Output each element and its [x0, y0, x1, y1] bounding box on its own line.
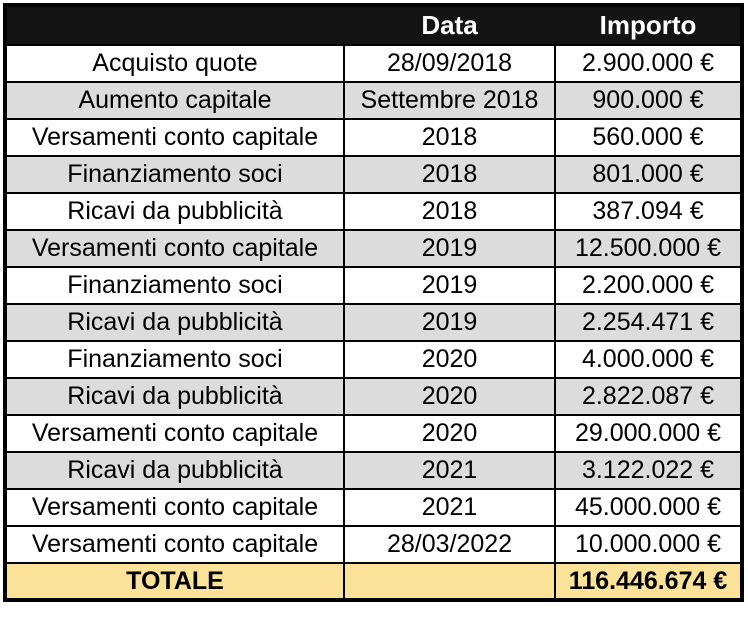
row-data-cell: 2020 — [343, 340, 556, 379]
table-row: Finanziamento soci 2019 2.200.000 € — [4, 266, 743, 305]
row-data-cell: 2018 — [343, 192, 556, 231]
row-data-cell: Settembre 2018 — [343, 81, 556, 120]
row-voce-cell: Versamenti conto capitale — [4, 414, 345, 453]
row-voce-cell: Versamenti conto capitale — [4, 525, 345, 564]
row-data-cell: 2020 — [343, 377, 556, 416]
row-data-cell: 2018 — [343, 118, 556, 157]
row-voce-cell: Ricavi da pubblicità — [4, 192, 345, 231]
row-importo-cell: 387.094 € — [554, 192, 743, 231]
table-row: Versamenti conto capitale 28/03/2022 10.… — [4, 525, 743, 564]
total-importo-cell: 116.446.674 € — [554, 562, 743, 601]
row-voce-cell: Ricavi da pubblicità — [4, 377, 345, 416]
row-importo-cell: 801.000 € — [554, 155, 743, 194]
table-row: Ricavi da pubblicità 2018 387.094 € — [4, 192, 743, 231]
row-data-cell: 2019 — [343, 303, 556, 342]
row-voce-cell: Acquisto quote — [4, 44, 345, 83]
row-data-cell: 2020 — [343, 414, 556, 453]
row-data-cell: 2021 — [343, 488, 556, 527]
header-row: Data Importo — [4, 4, 743, 46]
table-row: Acquisto quote 28/09/2018 2.900.000 € — [4, 44, 743, 83]
row-importo-cell: 4.000.000 € — [554, 340, 743, 379]
row-data-cell: 28/03/2022 — [343, 525, 556, 564]
row-voce-cell: Finanziamento soci — [4, 266, 345, 305]
row-voce-cell: Finanziamento soci — [4, 155, 345, 194]
row-voce-cell: Aumento capitale — [4, 81, 345, 120]
header-cell-voce — [4, 4, 345, 46]
table-row: Ricavi da pubblicità 2020 2.822.087 € — [4, 377, 743, 416]
row-data-cell: 28/09/2018 — [343, 44, 556, 83]
row-importo-cell: 45.000.000 € — [554, 488, 743, 527]
header-cell-data: Data — [343, 4, 556, 46]
row-importo-cell: 12.500.000 € — [554, 229, 743, 268]
row-importo-cell: 2.900.000 € — [554, 44, 743, 83]
table-row: Finanziamento soci 2020 4.000.000 € — [4, 340, 743, 379]
row-importo-cell: 2.822.087 € — [554, 377, 743, 416]
row-data-cell: 2019 — [343, 266, 556, 305]
table-row: Ricavi da pubblicità 2019 2.254.471 € — [4, 303, 743, 342]
row-data-cell: 2018 — [343, 155, 556, 194]
header-cell-importo: Importo — [554, 4, 743, 46]
row-importo-cell: 3.122.022 € — [554, 451, 743, 490]
row-voce-cell: Finanziamento soci — [4, 340, 345, 379]
table-row: Versamenti conto capitale 2021 45.000.00… — [4, 488, 743, 527]
row-importo-cell: 10.000.000 € — [554, 525, 743, 564]
row-importo-cell: 2.254.471 € — [554, 303, 743, 342]
table-row: Finanziamento soci 2018 801.000 € — [4, 155, 743, 194]
row-importo-cell: 2.200.000 € — [554, 266, 743, 305]
row-voce-cell: Versamenti conto capitale — [4, 118, 345, 157]
row-data-cell: 2019 — [343, 229, 556, 268]
row-importo-cell: 29.000.000 € — [554, 414, 743, 453]
row-data-cell: 2021 — [343, 451, 556, 490]
row-importo-cell: 560.000 € — [554, 118, 743, 157]
row-importo-cell: 900.000 € — [554, 81, 743, 120]
row-voce-cell: Ricavi da pubblicità — [4, 451, 345, 490]
financial-contributions-table: Data Importo Acquisto quote 28/09/2018 2… — [3, 3, 744, 602]
table-row: Versamenti conto capitale 2018 560.000 € — [4, 118, 743, 157]
total-row: TOTALE 116.446.674 € — [4, 562, 743, 601]
row-voce-cell: Ricavi da pubblicità — [4, 303, 345, 342]
table-row: Aumento capitale Settembre 2018 900.000 … — [4, 81, 743, 120]
table-row: Versamenti conto capitale 2020 29.000.00… — [4, 414, 743, 453]
table-row: Ricavi da pubblicità 2021 3.122.022 € — [4, 451, 743, 490]
row-voce-cell: Versamenti conto capitale — [4, 229, 345, 268]
table-row: Versamenti conto capitale 2019 12.500.00… — [4, 229, 743, 268]
row-voce-cell: Versamenti conto capitale — [4, 488, 345, 527]
total-data-cell — [343, 562, 556, 601]
total-label-cell: TOTALE — [4, 562, 345, 601]
